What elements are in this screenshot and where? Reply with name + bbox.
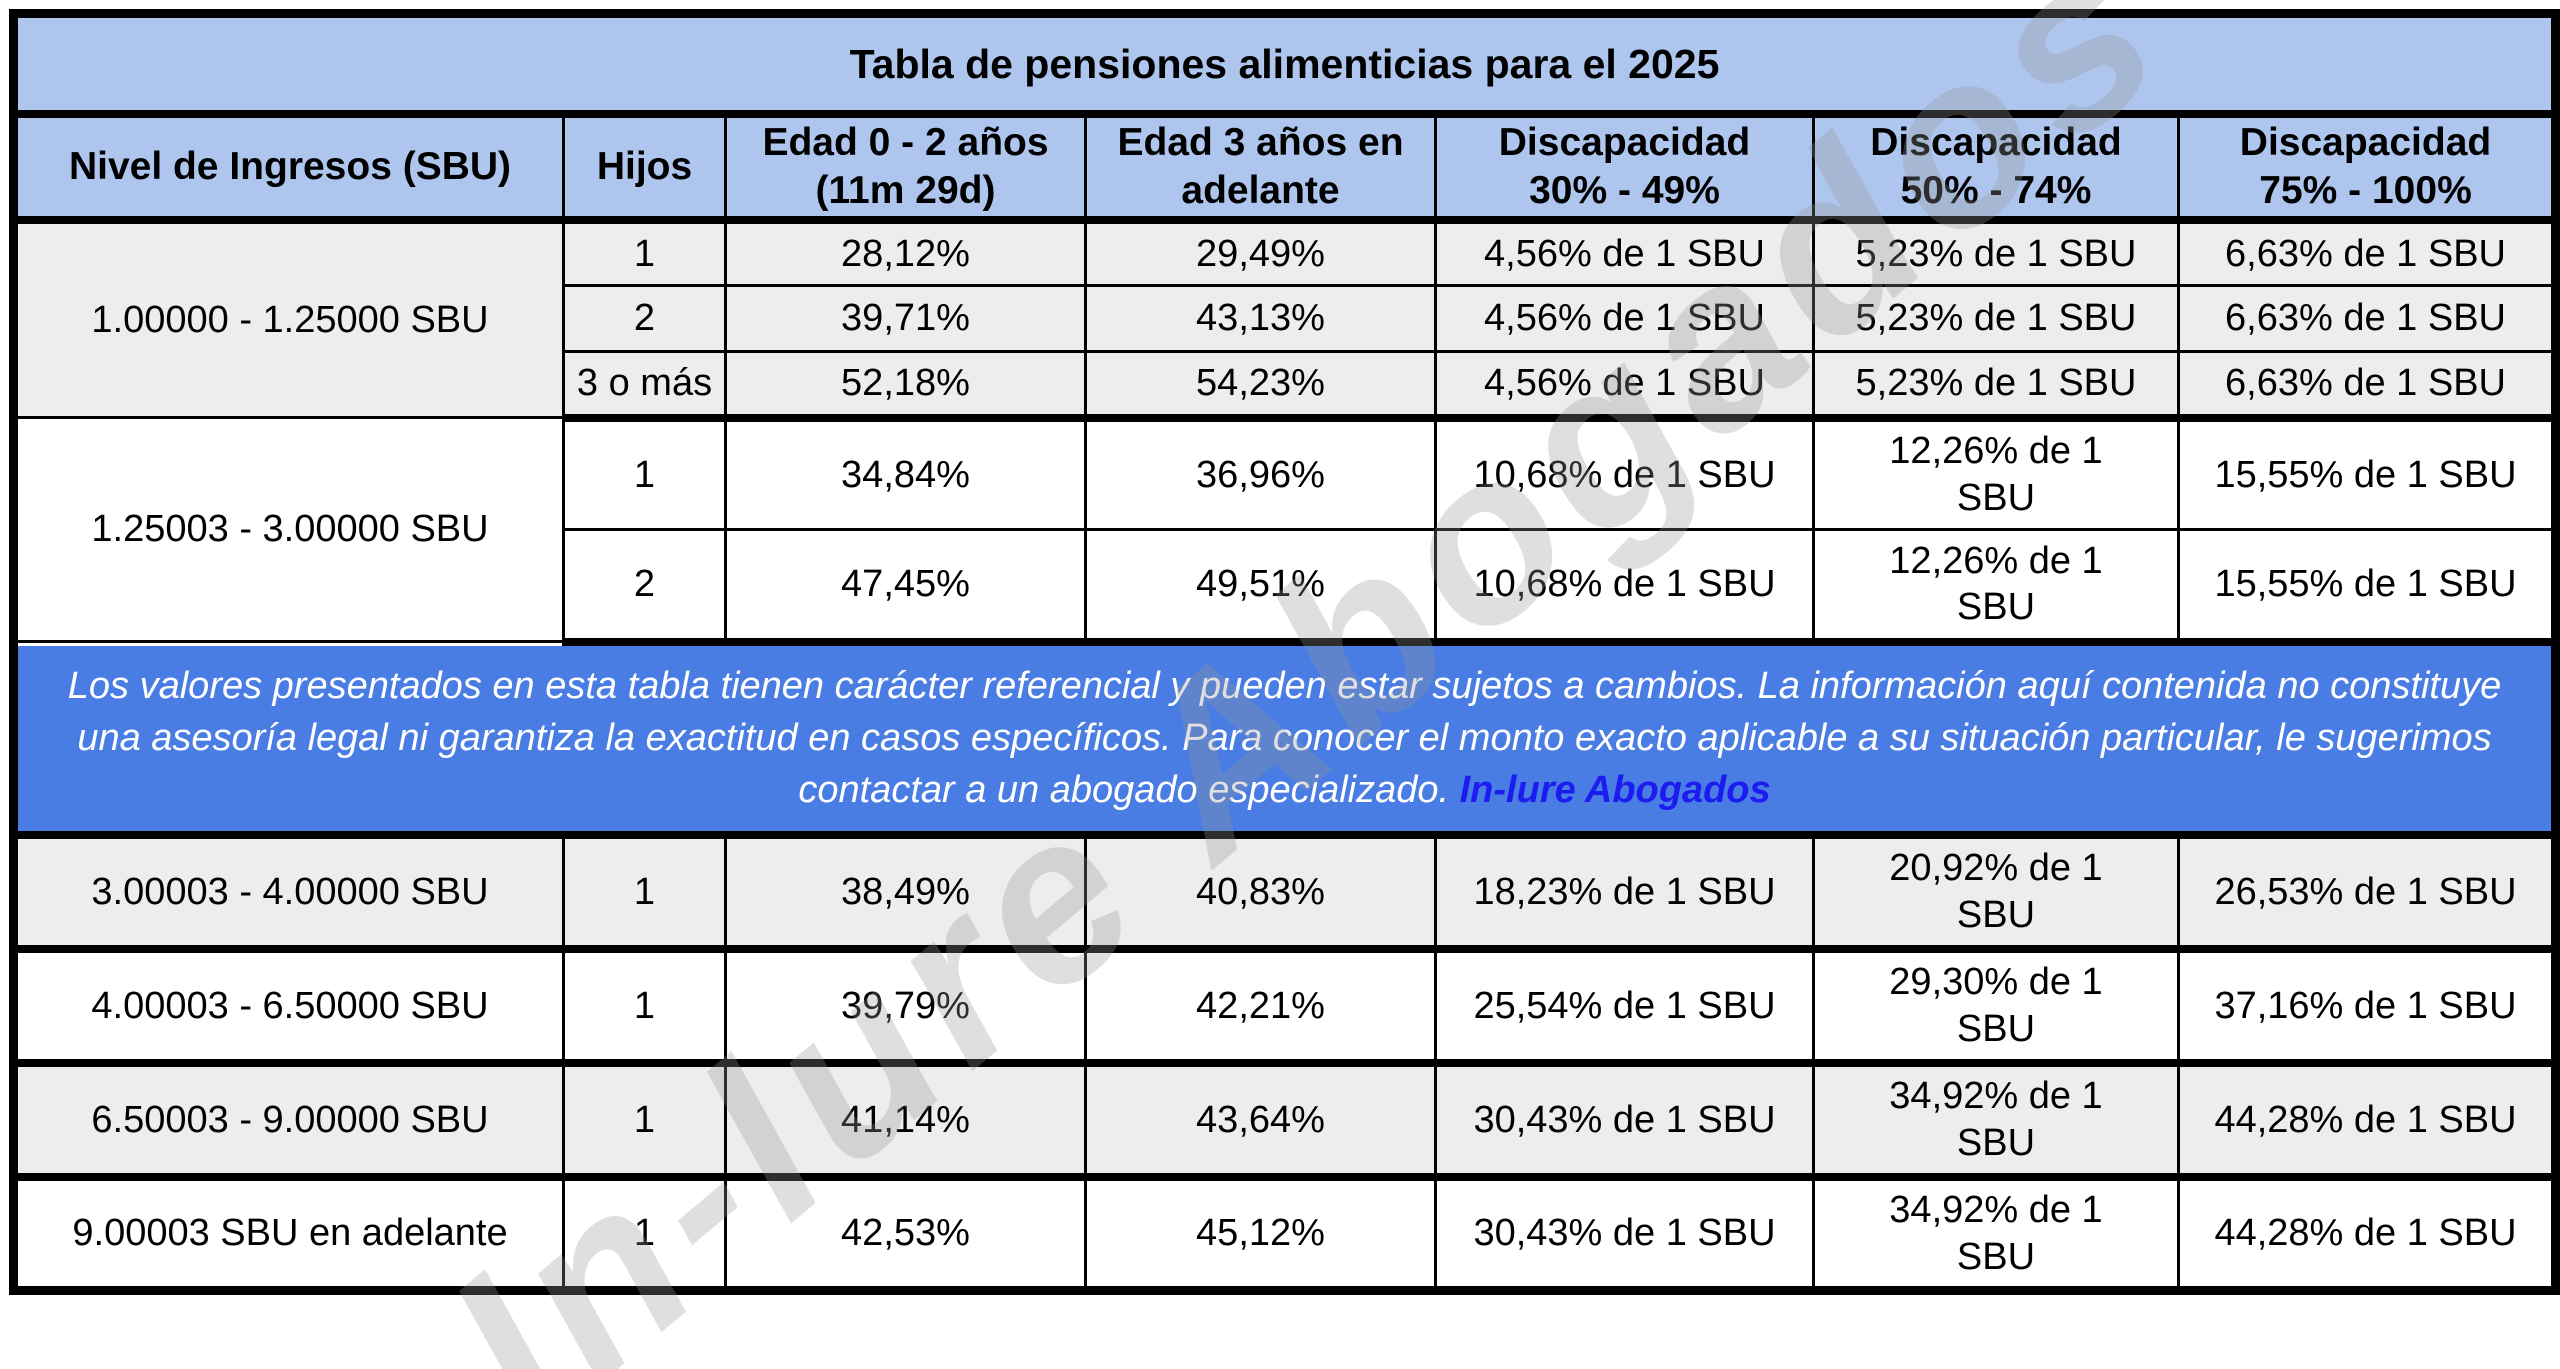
edad-0-2-cell: 42,53% (724, 1175, 1087, 1295)
disc-30-49-cell: 18,23% de 1 SBU (1434, 833, 1815, 953)
income-level-cell: 3.00003 - 4.00000 SBU (12, 833, 565, 953)
disc-75-100-cell: 44,28% de 1 SBU (2176, 1175, 2558, 1295)
hijos-cell: 3 o más (562, 350, 727, 422)
disc-50-74-cell: 29,30% de 1 SBU (1812, 947, 2180, 1067)
hijos-cell: 1 (562, 416, 727, 531)
page-title: Tabla de pensiones alimenticias para el … (11, 12, 2558, 118)
disc-30-49-cell: 30,43% de 1 SBU (1434, 1175, 1815, 1295)
column-header-discapacidad-30-49: Discapacidad 30% - 49% (1434, 112, 1815, 224)
income-level-cell: 4.00003 - 6.50000 SBU (12, 947, 565, 1067)
hijos-cell: 2 (562, 284, 727, 353)
disc-75-100-cell: 15,55% de 1 SBU (2176, 528, 2558, 646)
column-header-edad-3: Edad 3 años en adelante (1084, 112, 1437, 224)
column-header-edad-0-2: Edad 0 - 2 años (11m 29d) (724, 112, 1087, 224)
income-level-cell: 1.25003 - 3.00000 SBU (12, 416, 565, 643)
edad-0-2-cell: 52,18% (724, 350, 1087, 422)
disc-30-49-cell: 10,68% de 1 SBU (1434, 528, 1815, 646)
brand-link[interactable]: In-lure Abogados (1459, 769, 1771, 812)
edad-0-2-cell: 41,14% (724, 1061, 1087, 1181)
hijos-cell: 1 (562, 833, 727, 953)
edad-0-2-cell: 38,49% (724, 833, 1087, 953)
disc-50-74-cell: 5,23% de 1 SBU (1812, 218, 2180, 287)
disc-50-74-cell: 34,92% de 1 SBU (1812, 1175, 2180, 1295)
disc-75-100-cell: 6,63% de 1 SBU (2176, 284, 2558, 353)
edad-3-cell: 43,64% (1084, 1061, 1437, 1181)
disc-75-100-cell: 15,55% de 1 SBU (2176, 416, 2558, 531)
column-header-nivel-ingresos: Nivel de Ingresos (SBU) (12, 112, 565, 224)
column-header-hijos: Hijos (562, 112, 727, 224)
disc-30-49-cell: 4,56% de 1 SBU (1434, 218, 1815, 287)
disc-30-49-cell: 25,54% de 1 SBU (1434, 947, 1815, 1067)
disclaimer: Los valores presentados en esta tabla ti… (11, 639, 2558, 839)
disc-75-100-cell: 6,63% de 1 SBU (2176, 218, 2558, 287)
column-header-discapacidad-75-100: Discapacidad 75% - 100% (2176, 112, 2558, 224)
disc-50-74-cell: 12,26% de 1 SBU (1812, 416, 2180, 531)
edad-0-2-cell: 34,84% (724, 416, 1087, 531)
hijos-cell: 1 (562, 947, 727, 1067)
disc-30-49-cell: 4,56% de 1 SBU (1434, 350, 1815, 422)
title-row: Tabla de pensiones alimenticias para el … (11, 12, 2558, 118)
disc-75-100-cell: 37,16% de 1 SBU (2176, 947, 2558, 1067)
income-level-cell: 9.00003 SBU en adelante (12, 1175, 565, 1295)
edad-3-cell: 36,96% (1084, 416, 1437, 531)
edad-3-cell: 29,49% (1084, 218, 1437, 287)
edad-3-cell: 43,13% (1084, 284, 1437, 353)
edad-3-cell: 45,12% (1084, 1175, 1437, 1295)
table-row: 1.00000 - 1.25000 SBU 1 28,12% 29,49% 4,… (12, 218, 2558, 419)
disc-30-49-cell: 10,68% de 1 SBU (1434, 416, 1815, 531)
table-row: 9.00003 SBU en adelante 1 42,53% 45,12% … (12, 1175, 2558, 1295)
hijos-cell: 1 (562, 218, 727, 287)
disclaimer-row: Los valores presentados en esta tabla ti… (11, 639, 2558, 839)
table-row: 6.50003 - 9.00000 SBU 1 41,14% 43,64% 30… (12, 1061, 2558, 1181)
disc-50-74-cell: 34,92% de 1 SBU (1812, 1061, 2180, 1181)
income-level-cell: 6.50003 - 9.00000 SBU (12, 1061, 565, 1181)
header-row: Nivel de Ingresos (SBU) Hijos Edad 0 - 2… (12, 112, 2558, 224)
hijos-cell: 2 (562, 528, 727, 646)
disc-75-100-cell: 44,28% de 1 SBU (2176, 1061, 2558, 1181)
hijos-cell: 1 (562, 1061, 727, 1181)
disc-75-100-cell: 6,63% de 1 SBU (2176, 350, 2558, 422)
edad-0-2-cell: 39,79% (724, 947, 1087, 1067)
edad-3-cell: 54,23% (1084, 350, 1437, 422)
table-row: 2 39,71% 43,13% 4,56% de 1 SBU 5,23% de … (14, 284, 2558, 353)
disc-50-74-cell: 20,92% de 1 SBU (1812, 833, 2180, 953)
table-row: 3.00003 - 4.00000 SBU 1 38,49% 40,83% 18… (12, 833, 2558, 953)
disc-30-49-cell: 30,43% de 1 SBU (1434, 1061, 1815, 1181)
edad-0-2-cell: 47,45% (724, 528, 1087, 646)
table-row: 1.25003 - 3.00000 SBU 1 34,84% 36,96% 10… (12, 416, 2558, 643)
disc-75-100-cell: 26,53% de 1 SBU (2176, 833, 2558, 953)
disc-50-74-cell: 12,26% de 1 SBU (1812, 528, 2180, 646)
hijos-cell: 1 (562, 1175, 727, 1295)
edad-0-2-cell: 28,12% (724, 218, 1087, 287)
table-row: 4.00003 - 6.50000 SBU 1 39,79% 42,21% 25… (12, 947, 2558, 1067)
disc-50-74-cell: 5,23% de 1 SBU (1812, 350, 2180, 422)
table-row: 3 o más 52,18% 54,23% 4,56% de 1 SBU 5,2… (14, 350, 2558, 422)
edad-3-cell: 49,51% (1084, 528, 1437, 646)
disc-50-74-cell: 5,23% de 1 SBU (1812, 284, 2180, 353)
edad-3-cell: 40,83% (1084, 833, 1437, 953)
disc-30-49-cell: 4,56% de 1 SBU (1434, 284, 1815, 353)
edad-3-cell: 42,21% (1084, 947, 1437, 1067)
pension-table: Tabla de pensiones alimenticias para el … (9, 9, 2560, 1296)
table-row: 2 47,45% 49,51% 10,68% de 1 SBU 12,26% d… (14, 528, 2558, 646)
edad-0-2-cell: 39,71% (724, 284, 1087, 353)
disclaimer-text: Los valores presentados en esta tabla ti… (67, 664, 2502, 812)
column-header-discapacidad-50-74: Discapacidad 50% - 74% (1812, 112, 2180, 224)
income-level-cell: 1.00000 - 1.25000 SBU (12, 218, 565, 419)
